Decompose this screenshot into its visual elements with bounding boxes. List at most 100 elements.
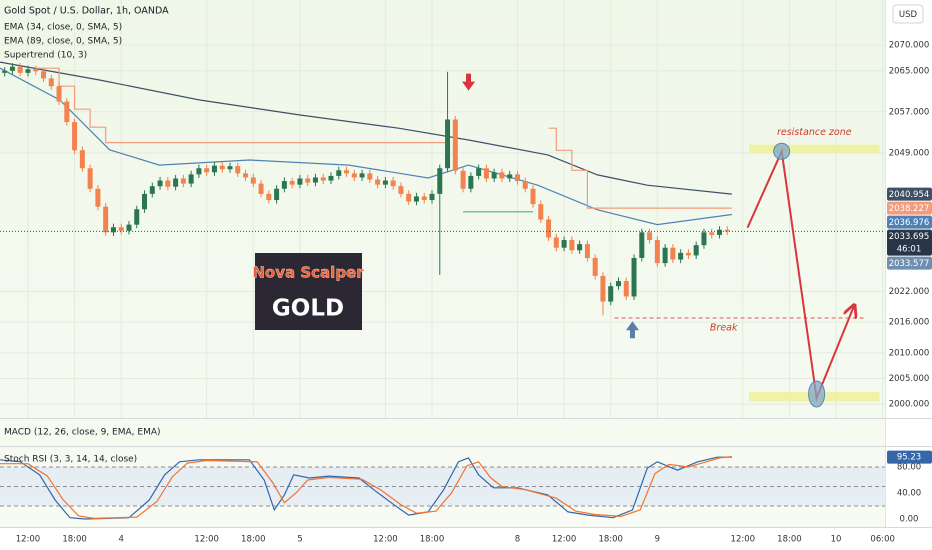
candle-body bbox=[258, 183, 264, 194]
break-label: Break bbox=[710, 322, 738, 333]
price-badge-label: 2033.577 bbox=[889, 259, 930, 269]
candle-body bbox=[476, 168, 482, 176]
candle-body bbox=[654, 240, 660, 264]
stoch-lines bbox=[0, 456, 732, 520]
candle-body bbox=[406, 193, 412, 202]
candle-body bbox=[196, 168, 202, 175]
x-tick-label: 5 bbox=[297, 535, 302, 545]
candle-body bbox=[382, 180, 388, 185]
y-tick-label: 2065.000 bbox=[889, 66, 930, 76]
stoch-line bbox=[0, 456, 732, 520]
candle-body bbox=[569, 240, 575, 251]
candle-body bbox=[724, 229, 730, 232]
chart-title: Gold Spot / U.S. Dollar, 1h, OANDA bbox=[4, 6, 169, 17]
candle-body bbox=[445, 119, 451, 169]
currency-button[interactable]: USD bbox=[892, 4, 924, 24]
candle-body bbox=[110, 227, 116, 233]
x-tick-label: 18:00 bbox=[598, 535, 623, 545]
y-tick-label: 80.00 bbox=[897, 462, 921, 472]
ema-line bbox=[0, 67, 732, 226]
price-badge-label: 2033.695 bbox=[889, 232, 930, 242]
candle-body bbox=[64, 101, 70, 123]
candle-body bbox=[336, 170, 342, 176]
candle-body bbox=[72, 122, 78, 151]
candle-body bbox=[41, 71, 47, 79]
supertrend-line bbox=[35, 67, 448, 144]
y-tick-label: 2070.000 bbox=[889, 41, 930, 51]
price-badge bbox=[887, 256, 932, 270]
price-badge-label: 2040.954 bbox=[889, 190, 930, 200]
x-tick-label: 12:00 bbox=[731, 535, 756, 545]
price-badge bbox=[887, 187, 932, 201]
candle-body bbox=[367, 173, 373, 180]
x-tick-label: 12:00 bbox=[552, 535, 577, 545]
candle-body bbox=[359, 173, 365, 178]
x-tick-label: 18:00 bbox=[777, 535, 802, 545]
price-badge-label: 2038.227 bbox=[889, 204, 930, 214]
candle-body bbox=[413, 196, 419, 202]
y-tick-label: 2000.000 bbox=[889, 400, 930, 410]
candle-body bbox=[600, 275, 606, 302]
candle-body bbox=[429, 193, 435, 201]
candle-body bbox=[693, 245, 699, 256]
candle-body bbox=[553, 237, 559, 248]
candle-body bbox=[235, 166, 241, 174]
candle-body bbox=[452, 119, 458, 171]
logo-text: GOLD bbox=[272, 296, 344, 322]
price-badge bbox=[887, 201, 932, 215]
candle-body bbox=[266, 193, 272, 201]
ema-line bbox=[0, 61, 732, 195]
candle-body bbox=[647, 232, 653, 241]
target-circle bbox=[773, 142, 791, 160]
candle-body bbox=[134, 209, 140, 225]
currency-button-frame[interactable] bbox=[892, 4, 924, 24]
candle-body bbox=[615, 281, 621, 287]
candle-body bbox=[188, 174, 194, 184]
candle-body bbox=[483, 168, 489, 179]
indicator-label: Stoch RSI (3, 3, 14, 14, close) bbox=[4, 455, 137, 465]
candle-body bbox=[631, 257, 637, 297]
candle-body bbox=[118, 227, 124, 231]
candle-body bbox=[95, 188, 101, 207]
candle-body bbox=[281, 181, 287, 189]
signal-arrow bbox=[625, 321, 639, 339]
axes: 2070.000 2065.000 2057.000 2049.000 2022.000… bbox=[16, 41, 932, 545]
y-tick-label: 40.00 bbox=[897, 488, 921, 498]
candle-body bbox=[716, 229, 722, 235]
candle-body bbox=[514, 174, 520, 182]
candle-body bbox=[305, 178, 311, 183]
candle-body bbox=[126, 224, 132, 231]
candle-body bbox=[211, 165, 217, 173]
time-axis-background bbox=[0, 527, 885, 550]
candle-body bbox=[522, 181, 528, 189]
candle-body bbox=[437, 168, 443, 194]
candle-body bbox=[9, 66, 15, 71]
candle-body bbox=[320, 177, 326, 181]
currency-label[interactable]: USD bbox=[899, 10, 918, 20]
main-panel: Nova Scalper GOLD bbox=[0, 61, 732, 330]
indicator-label: Supertrend (10, 3) bbox=[4, 51, 87, 61]
stoch-badge-label: 95.23 bbox=[897, 453, 921, 463]
candle-body bbox=[421, 196, 427, 201]
stoch-badge bbox=[887, 450, 932, 464]
candle-body bbox=[468, 175, 474, 189]
y-tick-label: 2057.000 bbox=[889, 107, 930, 117]
candle-body bbox=[561, 240, 567, 248]
candle-body bbox=[103, 206, 109, 233]
projection-path bbox=[746, 147, 854, 402]
y-tick-label: 2010.000 bbox=[889, 348, 930, 358]
y-tick-label: 0.00 bbox=[900, 515, 919, 525]
candle-body bbox=[274, 188, 280, 201]
zone-label: resistance zone bbox=[777, 127, 852, 138]
candle-body bbox=[328, 175, 334, 181]
candle-body bbox=[48, 78, 54, 87]
y-tick-label: 2016.000 bbox=[889, 318, 930, 328]
candle-body bbox=[709, 232, 715, 235]
candle-body bbox=[375, 179, 381, 185]
plot-background bbox=[0, 0, 885, 527]
overlay: resistance zone Break bbox=[0, 73, 885, 408]
candle-body bbox=[250, 177, 256, 184]
candle-body bbox=[312, 177, 318, 183]
candle-body bbox=[398, 186, 404, 194]
